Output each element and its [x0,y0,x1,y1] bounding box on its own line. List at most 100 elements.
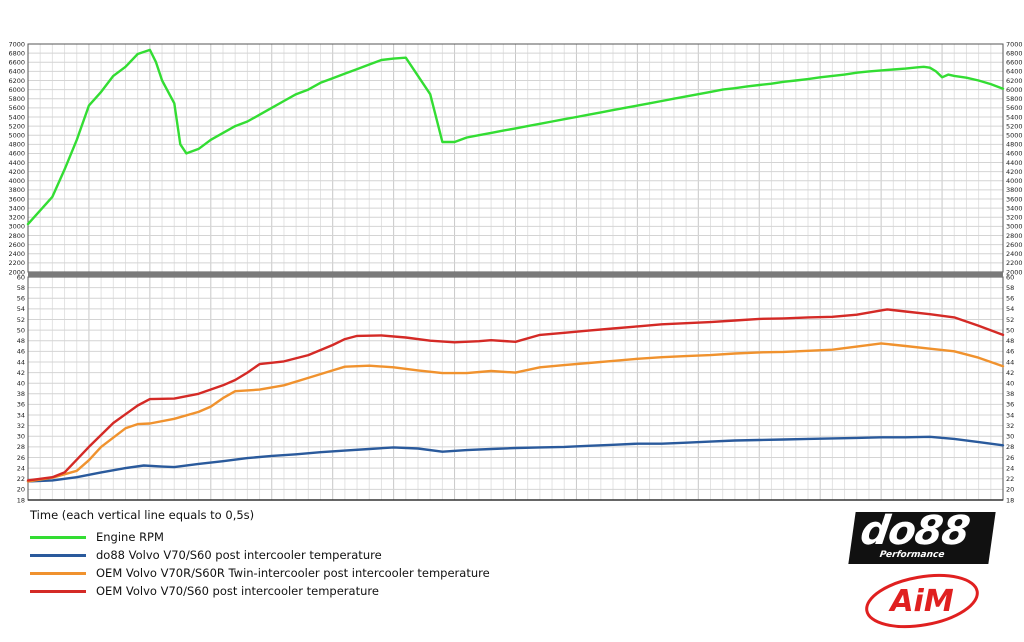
y-tick-label-right: 32 [1006,422,1014,430]
do88-logo-subtext: Performance [878,550,946,560]
y-tick-label-right: 2600 [1006,241,1023,249]
legend-swatch [30,571,86,575]
y-tick-label-right: 26 [1006,454,1014,462]
legend-item-engine-rpm: Engine RPM [30,528,490,546]
y-tick-label-left: 52 [17,316,25,324]
legend-label: OEM Volvo V70/S60 post intercooler tempe… [96,584,379,598]
y-tick-label-left: 2000 [8,268,25,276]
series-line [26,48,1005,226]
y-tick-label-left: 5400 [8,113,25,121]
y-tick-label-left: 30 [17,433,25,441]
y-tick-label-left: 32 [17,422,25,430]
y-tick-label-right: 34 [1006,411,1014,419]
y-tick-label-left: 2800 [8,232,25,240]
y-tick-label-left: 4400 [8,159,25,167]
y-tick-label-left: 58 [17,284,25,292]
y-tick-label-right: 24 [1006,464,1014,472]
y-tick-label-right: 6600 [1006,59,1023,67]
y-tick-label-left: 5000 [8,132,25,140]
panel-separator [28,272,1003,277]
y-tick-label-left: 6400 [8,68,25,76]
series-line [26,342,1005,483]
y-tick-label-right: 3600 [1006,195,1023,203]
y-tick-label-left: 26 [17,454,25,462]
y-tick-label-left: 5800 [8,95,25,103]
series-line [26,435,1005,483]
y-tick-label-left: 6800 [8,49,25,57]
y-tick-label-right: 3400 [1006,204,1023,212]
y-tick-label-right: 5200 [1006,122,1023,130]
legend-item-oem: OEM Volvo V70/S60 post intercooler tempe… [30,582,490,600]
legend-item-oem-twin: OEM Volvo V70R/S60R Twin-intercooler pos… [30,564,490,582]
y-tick-label-right: 4000 [1006,177,1023,185]
y-tick-label-left: 46 [17,348,25,356]
x-axis-label: Time (each vertical line equals to 0,5s) [30,508,255,522]
y-tick-label-right: 4400 [1006,159,1023,167]
y-tick-label-right: 2800 [1006,232,1023,240]
legend-label: do88 Volvo V70/S60 post intercooler temp… [96,548,382,562]
y-tick-label-right: 56 [1006,295,1014,303]
y-tick-label-left: 24 [17,464,25,472]
y-tick-label-left: 5600 [8,104,25,112]
y-tick-label-left: 2600 [8,241,25,249]
y-tick-label-right: 40 [1006,379,1014,387]
legend-swatch [30,553,86,557]
y-tick-label-right: 36 [1006,401,1014,409]
y-tick-label-left: 3600 [8,195,25,203]
y-tick-label-left: 48 [17,337,25,345]
y-tick-label-right: 4800 [1006,141,1023,149]
y-tick-label-left: 44 [17,358,25,366]
y-tick-label-right: 30 [1006,433,1014,441]
y-tick-label-left: 60 [17,273,25,281]
y-tick-label-left: 50 [17,326,25,334]
y-tick-label-left: 3800 [8,186,25,194]
y-tick-label-right: 58 [1006,284,1014,292]
y-tick-label-right: 6000 [1006,86,1023,94]
y-tick-label-left: 4200 [8,168,25,176]
y-tick-label-left: 2400 [8,250,25,258]
y-tick-label-right: 5400 [1006,113,1023,121]
y-tick-label-left: 4600 [8,150,25,158]
series-line [26,308,1005,482]
y-tick-label-left: 18 [17,496,25,504]
legend: Engine RPM do88 Volvo V70/S60 post inter… [30,528,490,600]
y-tick-label-right: 48 [1006,337,1014,345]
y-tick-label-left: 3400 [8,204,25,212]
aim-logo: AiM [865,573,979,629]
y-tick-label-left: 6000 [8,86,25,94]
y-tick-label-right: 4200 [1006,168,1023,176]
legend-swatch [30,535,86,539]
y-tick-label-right: 7000 [1006,40,1023,48]
aim-logo-text: AiM [888,584,954,619]
y-tick-label-right: 6400 [1006,68,1023,76]
y-tick-label-left: 5200 [8,122,25,130]
y-tick-label-left: 22 [17,475,25,483]
y-tick-label-left: 28 [17,443,25,451]
y-tick-label-right: 22 [1006,475,1014,483]
y-tick-label-right: 3200 [1006,214,1023,222]
y-tick-label-left: 3200 [8,214,25,222]
y-tick-label-right: 3000 [1006,223,1023,231]
legend-swatch [30,589,86,593]
y-tick-label-left: 2200 [8,259,25,267]
y-tick-label-left: 56 [17,295,25,303]
y-tick-label-right: 5000 [1006,132,1023,140]
y-tick-label-right: 2000 [1006,268,1023,276]
y-tick-label-right: 46 [1006,348,1014,356]
y-tick-label-right: 44 [1006,358,1014,366]
y-tick-label-right: 2200 [1006,259,1023,267]
legend-item-do88: do88 Volvo V70/S60 post intercooler temp… [30,546,490,564]
legend-label: Engine RPM [96,530,164,544]
do88-logo: do88 Performance [848,508,996,564]
y-tick-label-right: 4600 [1006,150,1023,158]
y-tick-label-right: 5800 [1006,95,1023,103]
y-tick-label-left: 36 [17,401,25,409]
y-tick-label-right: 28 [1006,443,1014,451]
y-tick-label-right: 6800 [1006,49,1023,57]
y-tick-label-right: 52 [1006,316,1014,324]
y-tick-label-right: 42 [1006,369,1014,377]
y-tick-label-right: 6200 [1006,77,1023,85]
legend-label: OEM Volvo V70R/S60R Twin-intercooler pos… [96,566,490,580]
y-tick-label-right: 50 [1006,326,1014,334]
